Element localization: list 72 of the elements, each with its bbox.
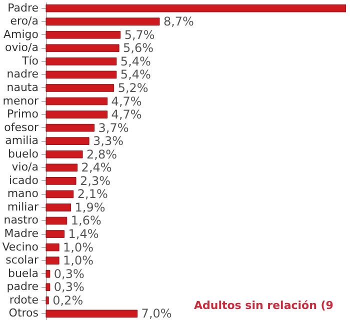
y-tick-label: ofesor [4,120,39,134]
y-tick-label: amilia [5,134,38,148]
data-label: 4,7% [111,108,142,122]
data-label: 3,7% [98,120,129,135]
y-tick-label: Tío [20,54,39,68]
y-tick-label: icado [8,174,39,187]
bar [46,270,50,278]
bar [46,4,346,12]
y-tick-label: rdote [9,293,39,306]
data-label: 2,8% [86,147,118,162]
bar [46,204,72,212]
y-tick-label: nastro [4,214,39,227]
y-tick-label: vio/a [12,160,38,174]
bar [46,243,60,252]
y-tick-label: Amigo [3,28,39,41]
data-label: 7,0% [141,306,172,321]
bar [46,137,90,145]
bar [46,70,117,79]
y-tick-label: padre [6,280,39,294]
data-label: 1,0% [63,254,94,268]
data-label: 1,9% [74,200,106,214]
data-label: 1,4% [68,227,99,242]
data-label: 5,7% [124,28,155,42]
data-label: 0,3% [54,280,84,294]
data-label: 4,7% [111,94,142,108]
y-tick-label: mano [7,187,39,200]
bar [46,84,114,92]
y-tick-label: Padre [8,1,39,14]
data-label: 1,6% [70,214,102,228]
y-tick-label: Vecino [2,240,39,254]
bar [46,44,120,52]
data-label: 8,7% [163,14,194,29]
y-tick-label: ero/a [10,14,38,28]
bar [46,283,50,292]
bar [46,230,65,238]
bar [46,256,60,264]
y-tick-label: Primo [7,108,39,121]
bar [46,124,95,132]
data-label: 5,2% [118,80,148,95]
data-label: 2,1% [77,187,108,202]
y-tick-label: miliar [7,200,39,214]
bar [46,97,108,106]
y-tick-label: menor [2,94,39,108]
bar [46,30,121,39]
y-tick-label: ovio/a [5,41,38,54]
data-label: 5,4% [120,54,151,68]
bar [46,58,117,66]
bar [46,190,74,198]
data-label: 5,6% [123,41,154,56]
y-tick-label: Madre [4,227,39,240]
y-tick-label: nauta [6,80,38,94]
bar [46,18,160,26]
bar [46,177,76,185]
data-label: 0,3% [54,266,84,281]
bar [46,310,138,318]
data-label: 3,3% [93,134,124,148]
data-label: 5,4% [120,68,151,82]
data-label: 0,2% [52,293,84,308]
bar [46,296,49,304]
y-tick-label: scolar [6,254,39,267]
y-tick-label: buela [8,266,38,280]
bar [46,164,78,172]
data-label: 2,3% [80,174,110,188]
bar [46,216,68,225]
data-label: 1,0% [63,240,94,254]
data-label: 2,4% [81,160,112,175]
bar [46,110,108,118]
annotation: Adultos sin relación (9 [194,299,334,312]
y-tick-label: nadre [6,68,39,81]
bar [46,150,83,158]
y-tick-label: Otros [8,306,39,320]
y-tick-label: buelo [8,147,39,160]
